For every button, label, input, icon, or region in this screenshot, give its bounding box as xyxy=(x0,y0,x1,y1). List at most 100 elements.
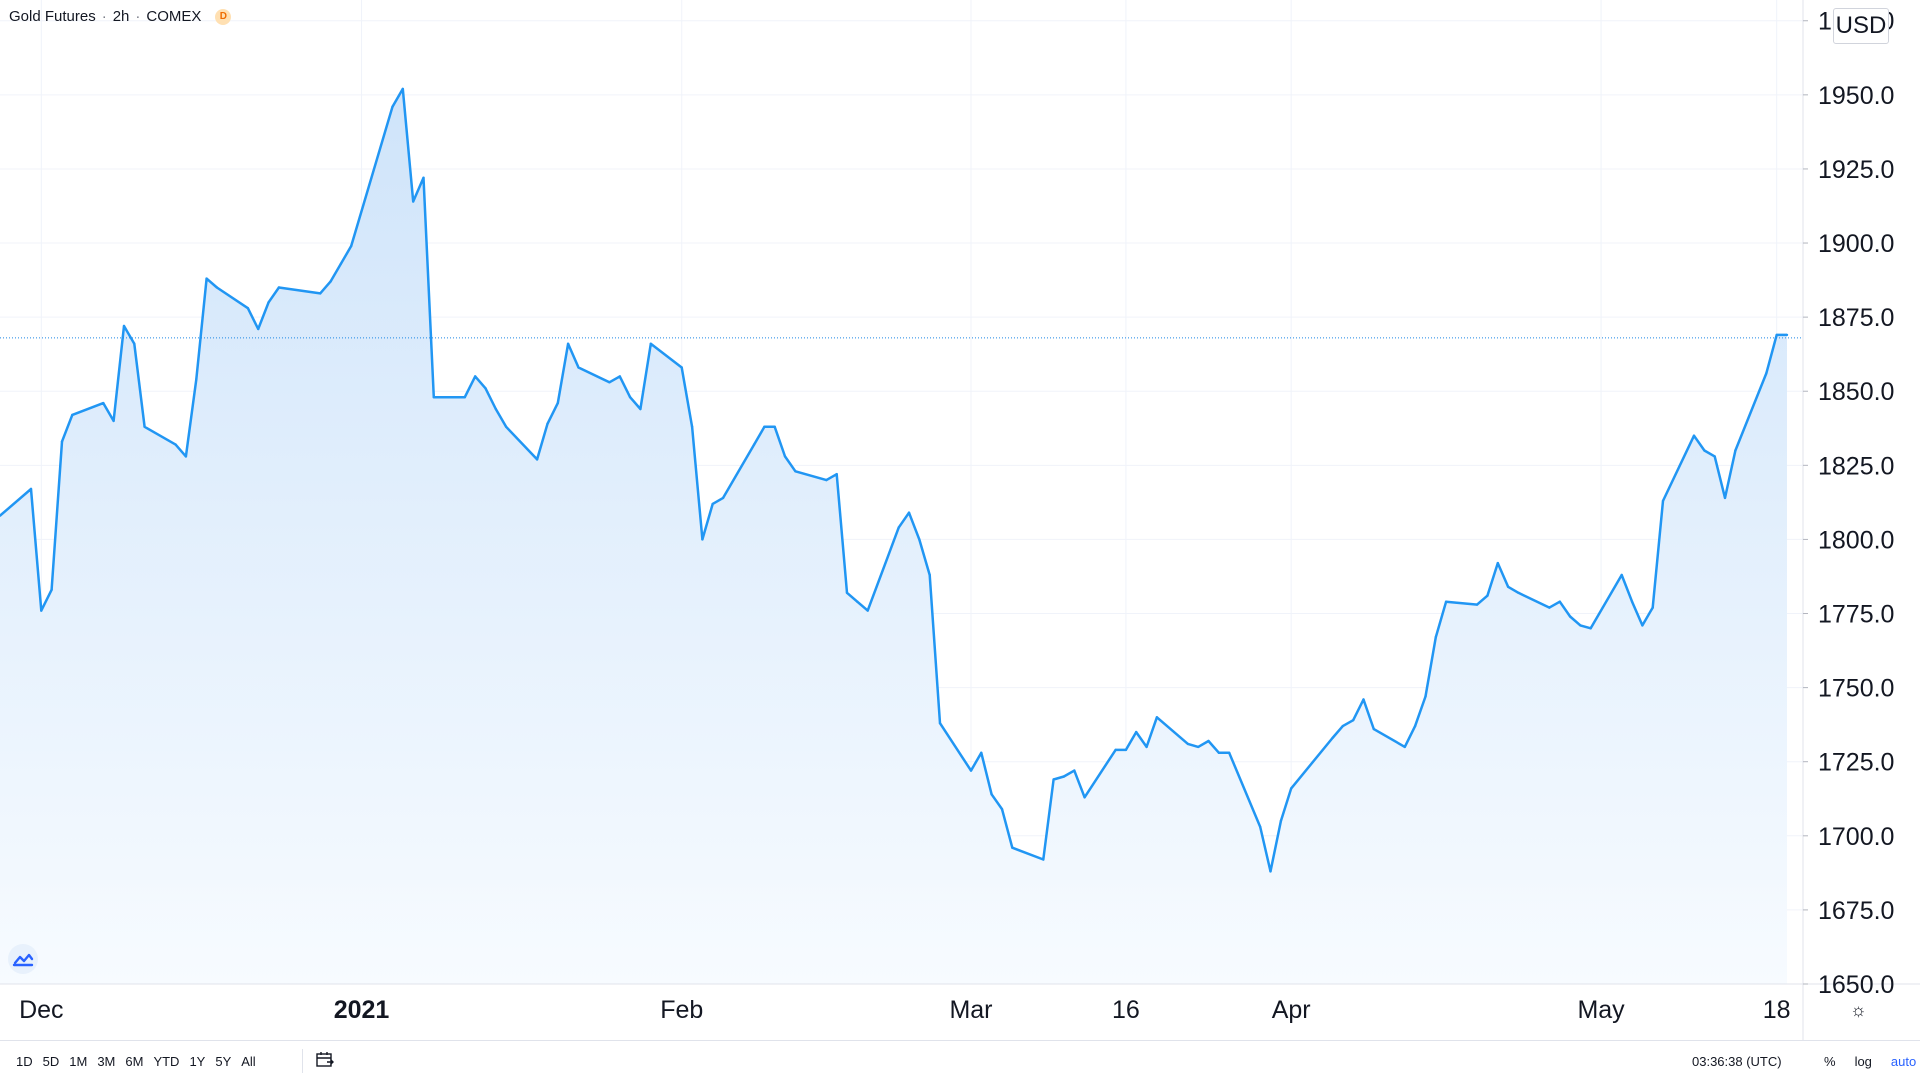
data-point xyxy=(1062,775,1066,778)
data-point xyxy=(102,401,105,405)
data-point xyxy=(1517,591,1520,594)
area-fill xyxy=(0,88,1787,984)
data-point xyxy=(1135,730,1138,734)
data-point xyxy=(1630,600,1634,603)
data-point xyxy=(535,458,539,461)
bottom-toolbar: 1D 5D 1M 3M 6M YTD 1Y 5Y All 03:36:38 (U… xyxy=(0,1040,1920,1081)
x-tick-label: May xyxy=(1577,996,1625,1024)
data-point xyxy=(1713,455,1716,458)
data-point xyxy=(184,455,188,458)
tradingview-logo-icon[interactable] xyxy=(8,944,38,974)
data-point xyxy=(504,425,508,428)
data-point xyxy=(71,413,74,417)
data-point xyxy=(1765,372,1768,375)
data-point xyxy=(1155,716,1159,719)
data-point xyxy=(267,301,270,304)
data-point xyxy=(690,425,694,428)
data-point xyxy=(577,366,580,369)
auto-scale-toggle[interactable]: auto xyxy=(1890,1054,1917,1069)
area-series xyxy=(0,87,1803,984)
data-point xyxy=(856,600,859,603)
data-point xyxy=(1641,624,1644,627)
data-point xyxy=(825,478,828,482)
data-point xyxy=(277,286,281,289)
data-point xyxy=(422,176,425,179)
data-point xyxy=(649,342,652,345)
data-point xyxy=(1011,846,1014,849)
data-point xyxy=(1475,603,1479,606)
y-tick-label: 1925.0 xyxy=(1818,156,1894,184)
y-tick-label: 1750.0 xyxy=(1818,675,1894,703)
data-point xyxy=(711,502,714,506)
calendar-goto-icon[interactable] xyxy=(315,1051,335,1069)
range-1m-button[interactable]: 1M xyxy=(69,1054,88,1069)
data-point xyxy=(845,591,849,594)
data-point xyxy=(721,496,725,500)
range-5y-button[interactable]: 5Y xyxy=(215,1054,232,1069)
data-point xyxy=(1403,745,1407,749)
y-tick-label: 1900.0 xyxy=(1818,230,1894,258)
data-point xyxy=(474,375,477,378)
data-point xyxy=(1496,561,1500,565)
data-point xyxy=(1073,769,1076,772)
range-5d-button[interactable]: 5D xyxy=(42,1054,60,1069)
range-all-button[interactable]: All xyxy=(241,1054,256,1069)
data-point xyxy=(1269,870,1272,873)
data-point xyxy=(556,401,559,405)
data-point xyxy=(1620,573,1623,577)
range-buttons: 1D 5D 1M 3M 6M YTD 1Y 5Y All xyxy=(16,1054,266,1069)
separator: · xyxy=(135,8,141,25)
utc-clock[interactable]: 03:36:38 (UTC) xyxy=(1692,1054,1782,1069)
data-point xyxy=(1413,724,1417,728)
data-point xyxy=(990,793,993,796)
data-point xyxy=(1362,698,1365,701)
data-point xyxy=(794,470,797,473)
data-point xyxy=(1703,449,1706,452)
data-point xyxy=(112,419,115,423)
data-point xyxy=(1486,594,1489,597)
data-point xyxy=(639,407,642,411)
log-scale-toggle[interactable]: log xyxy=(1854,1054,1872,1069)
data-point xyxy=(319,292,322,295)
data-point xyxy=(1000,807,1004,811)
exchange-label: COMEX xyxy=(146,8,202,25)
data-point xyxy=(1506,585,1510,588)
y-tick-label: 1875.0 xyxy=(1818,304,1894,332)
y-tick-label: 1675.0 xyxy=(1818,897,1894,925)
y-tick-label: 1700.0 xyxy=(1818,823,1894,851)
data-point xyxy=(484,387,487,390)
y-tick-label: 1850.0 xyxy=(1818,378,1894,406)
range-3m-button[interactable]: 3M xyxy=(97,1054,116,1069)
interval-label: 2h xyxy=(112,8,130,25)
data-point xyxy=(463,396,466,399)
data-point xyxy=(918,538,921,541)
range-ytd-button[interactable]: YTD xyxy=(153,1054,180,1069)
scale-toggles: % log auto xyxy=(1824,1054,1916,1069)
data-point xyxy=(1197,745,1200,749)
range-1d-button[interactable]: 1D xyxy=(16,1054,33,1069)
percent-scale-toggle[interactable]: % xyxy=(1824,1054,1836,1069)
data-point xyxy=(0,514,2,517)
data-point xyxy=(783,455,787,458)
range-6m-button[interactable]: 6M xyxy=(125,1054,144,1069)
range-1y-button[interactable]: 1Y xyxy=(189,1054,206,1069)
data-point xyxy=(60,440,64,443)
data-point xyxy=(1723,496,1727,500)
data-point xyxy=(1083,796,1086,799)
data-point xyxy=(40,609,43,612)
data-point xyxy=(1692,434,1696,437)
settings-gear-icon[interactable]: ☼ xyxy=(1850,1000,1867,1020)
y-tick-label: 1950.0 xyxy=(1818,82,1894,110)
data-point xyxy=(412,200,415,203)
delayed-badge: D xyxy=(215,8,232,25)
currency-button[interactable]: USD xyxy=(1833,8,1889,44)
data-point xyxy=(1734,449,1737,452)
data-point xyxy=(628,396,632,399)
data-point xyxy=(701,538,704,541)
data-point xyxy=(680,366,683,369)
data-point xyxy=(1145,745,1148,749)
data-point xyxy=(1775,333,1778,337)
data-point xyxy=(546,422,549,425)
